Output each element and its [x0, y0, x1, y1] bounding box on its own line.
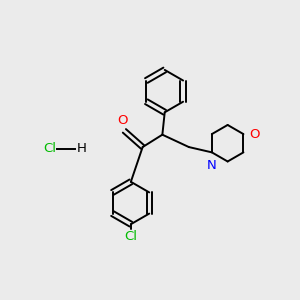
Text: H: H: [76, 142, 86, 155]
Text: O: O: [117, 114, 128, 127]
Text: O: O: [249, 128, 259, 141]
Text: Cl: Cl: [124, 230, 137, 243]
Text: Cl: Cl: [43, 142, 56, 155]
Text: N: N: [207, 159, 217, 172]
